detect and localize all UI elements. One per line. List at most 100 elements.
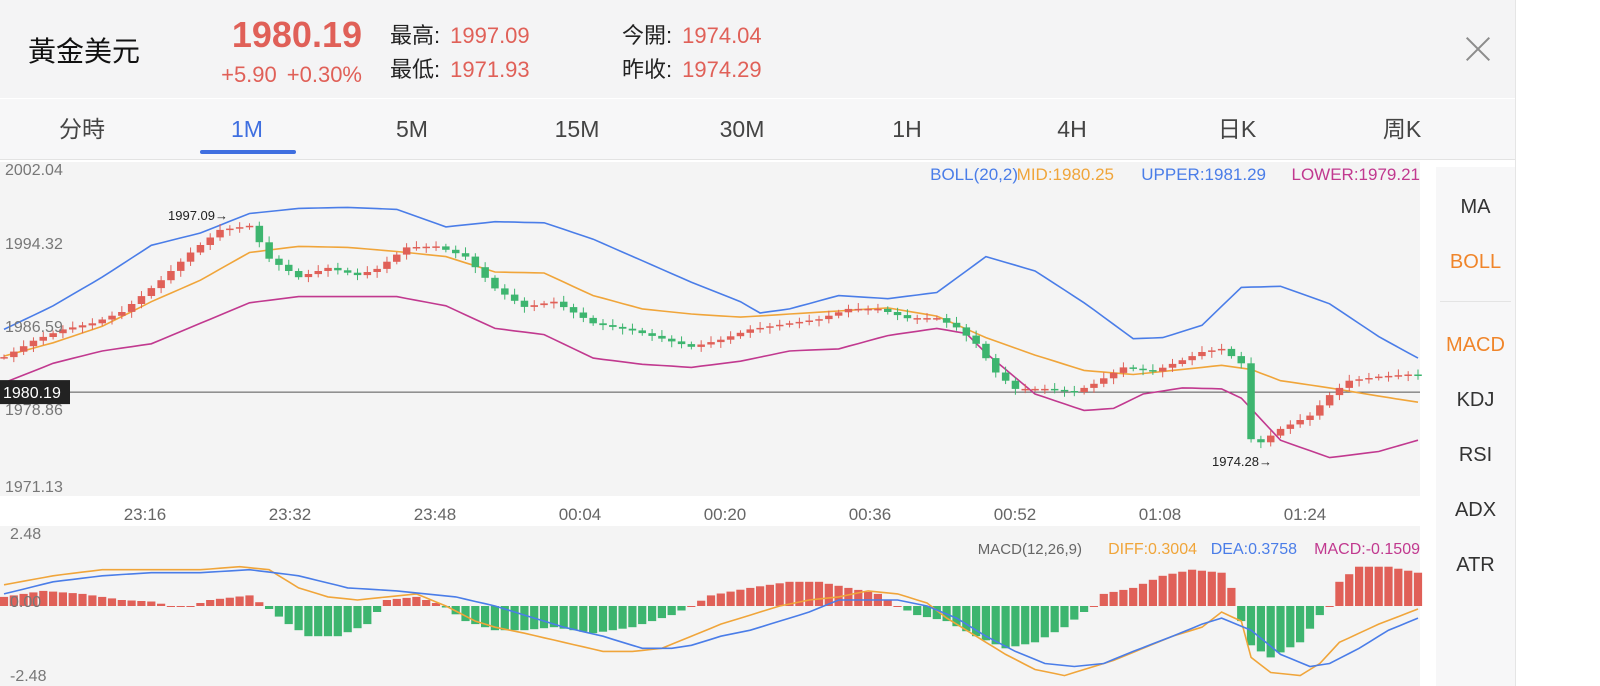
candle-body bbox=[1306, 415, 1314, 420]
macd-bar bbox=[1256, 606, 1265, 652]
candle-body bbox=[1276, 428, 1285, 436]
candle-body bbox=[668, 338, 676, 342]
x-tick-label: 01:24 bbox=[1284, 505, 1327, 524]
tab-day[interactable]: 日K bbox=[1217, 116, 1257, 142]
macd-bar bbox=[962, 606, 971, 632]
macd-bar bbox=[137, 601, 146, 606]
candle-body bbox=[1159, 367, 1167, 372]
y-tick-label: 1986.59 bbox=[5, 319, 63, 336]
open-label: 今開: bbox=[622, 23, 673, 48]
macd-bar bbox=[1296, 606, 1305, 643]
candle-body bbox=[913, 318, 921, 320]
macd-bar bbox=[88, 595, 97, 606]
tab-30m[interactable]: 30M bbox=[719, 116, 765, 142]
x-tick-label: 00:36 bbox=[849, 505, 892, 524]
candle-body bbox=[177, 261, 185, 271]
x-tick-label: 23:48 bbox=[414, 505, 457, 524]
indicator-boll[interactable]: BOLL bbox=[1449, 251, 1502, 273]
tab-1h[interactable]: 1H bbox=[892, 116, 922, 142]
candle-body bbox=[1109, 372, 1118, 379]
macd-bar bbox=[648, 606, 657, 622]
candle-body bbox=[1011, 380, 1020, 389]
candle-body bbox=[717, 339, 725, 343]
prev-close-value: 1974.29 bbox=[682, 57, 762, 82]
candle-body bbox=[638, 330, 646, 334]
candle-body bbox=[972, 335, 980, 344]
macd-bar bbox=[333, 606, 342, 637]
candle-body bbox=[992, 358, 1000, 373]
indicator-rsi[interactable]: RSI bbox=[1458, 444, 1493, 466]
macd-bar bbox=[1178, 571, 1187, 606]
candle-body bbox=[108, 315, 116, 320]
low-row: 最低: 1971.93 bbox=[390, 52, 530, 84]
candle-body bbox=[746, 329, 754, 333]
candle-body bbox=[1325, 395, 1334, 406]
tab-week[interactable]: 周K bbox=[1382, 116, 1422, 142]
boll-upper-label: UPPER:1981.29 bbox=[1141, 165, 1266, 184]
indicator-ma[interactable]: MA bbox=[1460, 196, 1491, 218]
candle-body bbox=[815, 319, 823, 321]
macd-bar bbox=[1148, 579, 1157, 606]
candle-body bbox=[952, 322, 961, 328]
y-tick-label: 1971.13 bbox=[5, 479, 63, 496]
macd-bar bbox=[1286, 606, 1295, 648]
candle-body bbox=[1080, 387, 1088, 392]
macd-bar bbox=[569, 606, 578, 631]
candle-body bbox=[343, 270, 352, 273]
macd-bar bbox=[1119, 589, 1128, 606]
tab-fenshi[interactable]: 分時 bbox=[59, 116, 105, 142]
tab-4h[interactable]: 4H bbox=[1057, 116, 1087, 142]
tab-1m[interactable]: 1M bbox=[187, 99, 307, 159]
candle-body bbox=[648, 333, 656, 336]
y-tick-label: 2002.04 bbox=[5, 162, 63, 179]
close-icon[interactable] bbox=[1462, 33, 1494, 65]
candle-body bbox=[98, 319, 106, 324]
macd-bar bbox=[196, 603, 205, 606]
macd-bar bbox=[814, 581, 824, 606]
chart-area[interactable]: 2002.04 1994.32 1986.59 1978.86 1971.13 … bbox=[0, 160, 1435, 686]
candle-body bbox=[1198, 352, 1206, 357]
tab-5m[interactable]: 5M bbox=[396, 116, 428, 142]
candle-body bbox=[10, 351, 18, 358]
indicator-atr[interactable]: ATR bbox=[1456, 554, 1495, 576]
candle-body bbox=[1404, 374, 1412, 376]
candle-body bbox=[1384, 375, 1393, 378]
macd-bar bbox=[1168, 573, 1177, 606]
candle-body bbox=[491, 277, 499, 289]
y-tick-label: 1994.32 bbox=[5, 236, 63, 253]
candle-body bbox=[19, 346, 28, 352]
candle-body bbox=[589, 317, 597, 324]
macd-bar bbox=[363, 606, 372, 625]
macd-bar bbox=[598, 606, 608, 632]
candle-body bbox=[167, 271, 175, 281]
candle-body bbox=[422, 246, 430, 249]
indicator-kdj[interactable]: KDJ bbox=[1456, 389, 1495, 411]
macd-bar bbox=[1188, 569, 1197, 606]
candle-body bbox=[88, 323, 97, 326]
price-change-row: +5.90 +0.30% bbox=[180, 62, 362, 88]
candle-body bbox=[294, 271, 303, 278]
candle-body bbox=[373, 268, 381, 272]
macd-bar bbox=[98, 596, 107, 606]
macd-bar bbox=[893, 606, 902, 607]
macd-bar bbox=[1040, 606, 1049, 638]
indicator-adx[interactable]: ADX bbox=[1454, 499, 1497, 521]
macd-bar bbox=[1129, 587, 1138, 606]
indicator-macd[interactable]: MACD bbox=[1446, 334, 1505, 356]
macd-bar bbox=[471, 606, 480, 625]
macd-bar bbox=[78, 593, 87, 606]
candle-body bbox=[275, 258, 283, 265]
macd-bar bbox=[225, 597, 234, 606]
macd-bar bbox=[785, 581, 794, 606]
macd-bar bbox=[1158, 575, 1167, 606]
candle-body bbox=[933, 318, 941, 320]
macd-bar bbox=[431, 603, 441, 606]
candle-body bbox=[736, 332, 745, 337]
open-row: 今開: 1974.04 bbox=[622, 18, 762, 50]
boll-mid-label: MID:1980.25 bbox=[1017, 165, 1114, 184]
candle-body bbox=[726, 336, 735, 340]
tab-15m[interactable]: 15M bbox=[554, 116, 600, 142]
macd-bar bbox=[952, 606, 961, 627]
macd-bar bbox=[559, 606, 568, 629]
macd-bar bbox=[1030, 606, 1040, 643]
